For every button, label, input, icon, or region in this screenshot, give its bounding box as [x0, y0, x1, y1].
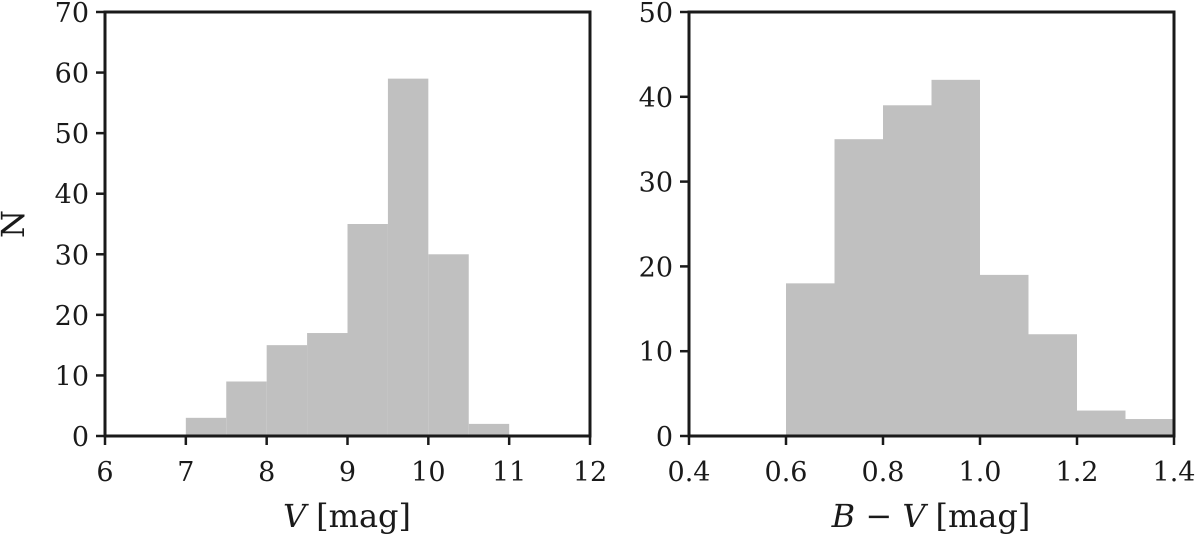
bv-x-tick-label-3: 1.0: [959, 457, 1002, 488]
v-magnitude-histogram: 6 7 8 9 10 11 12 0 10 20 30 40 50 60 70 N V[mag]: [0, 0, 607, 535]
bv-x-axis-label: B − V [mag]: [831, 497, 1031, 535]
v-axis-ticks: 6 7 8 9 10 11 12 0 10 20 30 40 50 60 70: [55, 0, 608, 488]
bv-y-tick-label-5: 50: [639, 0, 673, 29]
bv-x-tick-label-2: 0.8: [862, 457, 905, 488]
bv-histogram-bars: [786, 79, 1174, 436]
bv-histogram-bar-2: [883, 105, 932, 436]
y-axis-label: N: [0, 210, 32, 238]
bv-y-tick-label-3: 30: [639, 168, 673, 199]
v-histogram-bar-1: [226, 381, 267, 436]
v-y-tick-label-7: 70: [55, 0, 89, 29]
bv-x-tick-label-1: 0.6: [765, 457, 808, 488]
v-x-tick-label-6: 12: [573, 457, 607, 488]
v-x-tick-label-4: 10: [411, 457, 445, 488]
v-x-tick-label-2: 8: [258, 457, 275, 488]
bv-x-tick-label-5: 1.4: [1153, 457, 1196, 488]
bv-histogram-bar-3: [931, 79, 980, 436]
bv-x-axis-variable: B − V: [831, 497, 929, 535]
v-histogram-bar-3: [307, 333, 348, 436]
v-x-tick-label-1: 7: [177, 457, 194, 488]
v-x-axis-label: V [mag]: [283, 497, 411, 535]
v-histogram-bar-7: [468, 423, 510, 436]
bv-plot-frame: [687, 10, 1176, 438]
v-y-tick-label-6: 60: [55, 59, 89, 90]
bv-x-tick-label-0: 0.4: [668, 457, 711, 488]
v-y-tick-label-2: 20: [55, 301, 89, 332]
v-histogram-bar-0: [185, 417, 227, 436]
bv-histogram-bar-4: [980, 274, 1029, 436]
v-y-tick-label-3: 30: [55, 240, 89, 271]
bv-y-tick-label-1: 10: [639, 337, 673, 368]
bv-x-axis-unit: [mag]: [935, 497, 1030, 535]
v-x-axis-variable: V: [283, 497, 309, 535]
bv-axis-ticks: 0.4 0.6 0.8 1.0 1.2 1.4 0 10 20 30 40 50: [639, 0, 1196, 488]
v-y-tick-label-1: 10: [55, 361, 89, 392]
bv-histogram-bar-0: [786, 283, 835, 436]
v-y-tick-label-5: 50: [55, 119, 89, 150]
v-x-tick-label-3: 9: [339, 457, 356, 488]
v-histogram-bar-4: [347, 224, 388, 436]
v-y-tick-label-4: 40: [55, 180, 89, 211]
v-histogram-bar-5: [387, 78, 429, 436]
v-x-tick-label-5: 11: [492, 457, 526, 488]
bv-histogram-bar-1: [834, 139, 883, 436]
v-histogram-bar-2: [266, 345, 308, 436]
bv-x-tick-label-4: 1.2: [1056, 457, 1099, 488]
v-histogram-bar-6: [428, 254, 469, 436]
b-v-color-histogram: 0.4 0.6 0.8 1.0 1.2 1.4 0 10 20 30 40 50 B − V [mag]: [639, 0, 1196, 535]
v-x-axis-unit: [mag]: [316, 497, 411, 535]
bv-histogram-bar-6: [1077, 410, 1126, 436]
v-y-tick-label-0: 0: [72, 422, 89, 453]
bv-y-tick-label-4: 40: [639, 83, 673, 114]
v-histogram-bars: [185, 78, 510, 436]
bv-y-tick-label-0: 0: [656, 422, 673, 453]
bv-y-tick-label-2: 20: [639, 252, 673, 283]
v-x-tick-label-0: 6: [96, 457, 113, 488]
bv-histogram-bar-7: [1125, 419, 1174, 436]
bv-histogram-bar-5: [1028, 334, 1077, 436]
